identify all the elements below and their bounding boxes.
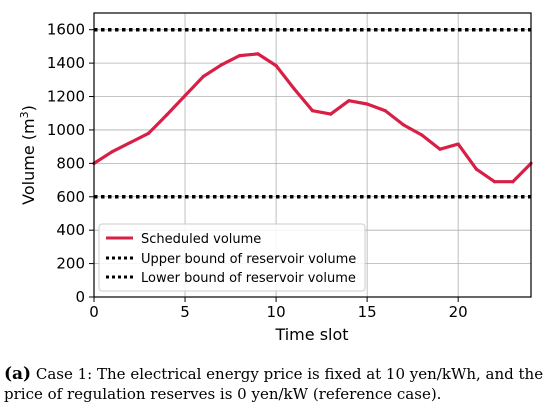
scheduled-volume-point <box>347 99 351 103</box>
plot-frame <box>93 12 532 298</box>
scheduled-volume-point <box>256 52 260 56</box>
y-axis-title-close: ) <box>19 105 38 111</box>
scheduled-volume-line <box>93 52 533 184</box>
scheduled-volume-point <box>183 94 187 98</box>
y-axis-title-main: Volume (m <box>19 118 38 204</box>
scheduled-volume-point <box>110 150 114 154</box>
scheduled-volume-point <box>238 54 242 58</box>
legend-label-scheduled: Scheduled volume <box>141 232 261 247</box>
x-tick-label: 5 <box>180 303 190 321</box>
y-tick-label: 1000 <box>47 121 85 139</box>
y-tick-label: 1400 <box>47 54 85 72</box>
y-tick-label: 0 <box>75 288 85 306</box>
scheduled-volume-point <box>147 131 151 135</box>
scheduled-volume-point <box>456 142 460 146</box>
y-tick-label: 800 <box>56 154 85 172</box>
x-tick-label: 15 <box>358 303 377 321</box>
scheduled-volume-point <box>438 147 442 151</box>
scheduled-volume-point <box>493 180 497 184</box>
x-tick-label: 20 <box>449 303 468 321</box>
scheduled-volume-point <box>329 112 333 116</box>
y-tick-label: 200 <box>56 255 85 273</box>
y-axis-title: Volume (m3) <box>18 105 38 205</box>
scheduled-volume-point <box>219 63 224 67</box>
scheduled-volume-point <box>165 113 169 117</box>
scheduled-volume-point <box>511 180 515 184</box>
x-tick-label: 0 <box>89 303 99 321</box>
scheduled-volume-point <box>474 167 478 171</box>
y-tick-label: 400 <box>56 221 85 239</box>
scheduled-volume-point <box>274 64 278 68</box>
bound-lines <box>94 27 531 199</box>
y-tick-label: 600 <box>56 188 85 206</box>
scheduled-volume-point <box>365 102 369 106</box>
figure-caption: (a) Case 1: The electrical energy price … <box>4 364 548 404</box>
series-lines <box>92 52 533 184</box>
scheduled-volume-point <box>310 109 315 113</box>
y-axis-title-sup: 3 <box>18 111 31 118</box>
scheduled-volume-point <box>292 87 296 91</box>
scheduled-volume-point <box>201 74 205 79</box>
caption-tag: (a) <box>4 364 32 384</box>
scheduled-volume-point <box>383 109 387 113</box>
y-tick-label: 1600 <box>47 21 85 39</box>
caption-text: Case 1: The electrical energy price is f… <box>4 365 544 403</box>
scheduled-volume-point <box>420 133 424 137</box>
legend: Scheduled volume Upper bound of reservoi… <box>98 223 366 292</box>
x-tick-label: 10 <box>267 303 286 321</box>
x-axis-title: Time slot <box>274 325 348 344</box>
y-tick-label: 1200 <box>47 88 85 106</box>
legend-label-lower: Lower bound of reservoir volume <box>141 271 356 286</box>
legend-box <box>98 223 366 292</box>
legend-label-upper: Upper bound of reservoir volume <box>141 252 356 267</box>
scheduled-volume-point <box>128 140 132 145</box>
scheduled-volume-point <box>401 123 406 127</box>
